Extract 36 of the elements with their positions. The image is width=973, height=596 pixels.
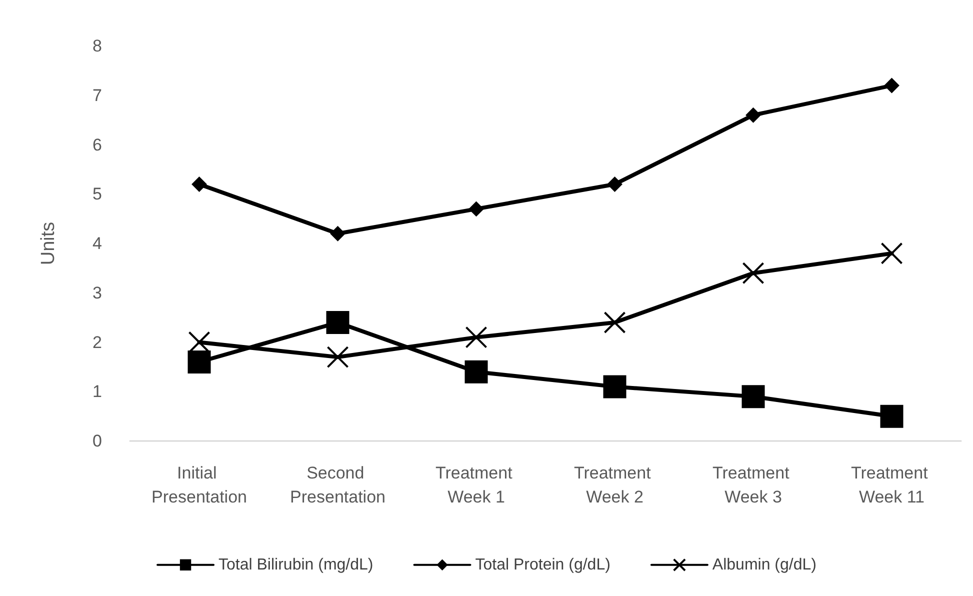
x-tick-label: Treatment Week 3: [712, 464, 794, 506]
point: [880, 242, 903, 264]
y-tick-label: 7: [92, 86, 102, 105]
y-axis-title: Units: [38, 222, 59, 266]
point: [746, 108, 761, 123]
point: [326, 346, 349, 368]
y-tick-label: 3: [92, 283, 102, 302]
y-tick-label: 2: [92, 332, 102, 352]
point: [880, 404, 904, 428]
point: [192, 176, 207, 192]
y-tick-label: 8: [92, 36, 102, 56]
y-tick-label: 1: [92, 382, 102, 402]
point: [188, 350, 211, 374]
point: [884, 78, 900, 93]
point: [464, 360, 488, 384]
point: [465, 326, 488, 348]
x-tick-label: Second Presentation: [290, 464, 386, 506]
point: [468, 201, 484, 216]
legend-label: Total Protein (g/dL): [475, 556, 610, 574]
point: [742, 385, 765, 408]
point: [603, 375, 626, 398]
y-tick-label: 5: [92, 184, 102, 204]
y-tick-label: 6: [92, 135, 102, 154]
y-tick-label: 0: [92, 432, 102, 450]
point: [604, 312, 626, 334]
x-tick-label: Initial Presentation: [152, 464, 247, 506]
y-tick-label: 4: [92, 234, 102, 253]
point: [326, 311, 350, 334]
x-tick-label: Treatment Week 2: [574, 464, 656, 506]
point: [330, 226, 346, 242]
x-tick-label: Treatment Week 1: [435, 464, 518, 506]
point: [607, 176, 622, 192]
point: [742, 262, 764, 284]
x-tick-label: Treatment Week 11: [850, 464, 933, 506]
legend-label: Albumin (g/dL): [712, 556, 816, 574]
legend-label: Total Bilirubin (mg/dL): [218, 556, 374, 574]
